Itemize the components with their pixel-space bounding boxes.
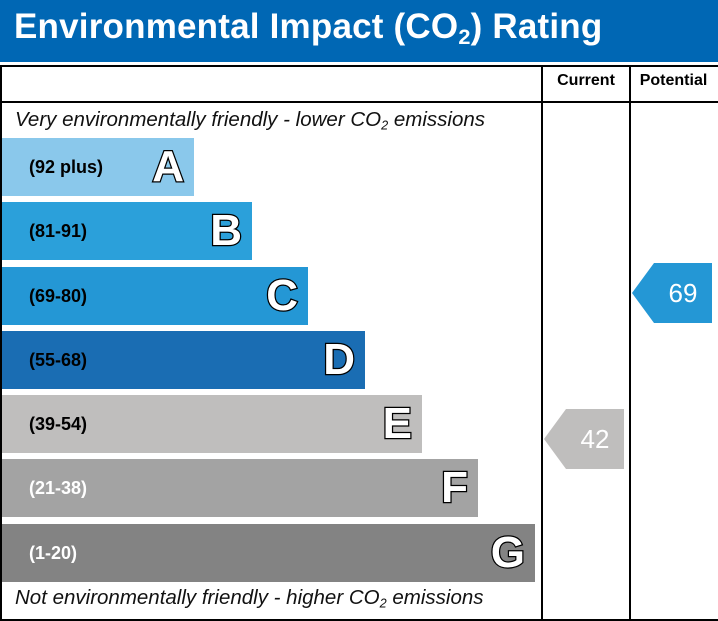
band-c: (69-80) C — [2, 267, 308, 325]
title-bar: Environmental Impact (CO2) Rating — [0, 0, 718, 62]
band-letter: D — [322, 334, 356, 386]
header-divider — [0, 101, 718, 103]
band-g: (1-20) G — [2, 524, 535, 582]
top-caption: Very environmentally friendly - lower CO… — [15, 108, 486, 133]
current-column-divider — [541, 65, 543, 619]
band-range-label: (55-68) — [29, 350, 88, 370]
bottom-caption: Not environmentally friendly - higher CO… — [15, 586, 484, 611]
band-letter: B — [209, 205, 243, 257]
band-letter: E — [381, 398, 413, 450]
current-column-header: Current — [557, 72, 615, 89]
band-e: (39-54) E — [2, 395, 422, 453]
current-marker-arrow — [544, 409, 624, 469]
band-range-label: (21-38) — [29, 478, 88, 498]
band-b: (81-91) B — [2, 202, 252, 260]
band-letter: G — [490, 527, 527, 579]
band-range-label: (81-91) — [29, 221, 88, 241]
band-range-label: (69-80) — [29, 286, 88, 306]
potential-column-divider — [629, 65, 631, 619]
band-range-label: (39-54) — [29, 414, 88, 434]
band-f: (21-38) F — [2, 459, 478, 517]
potential-rating-marker: 69 — [632, 263, 712, 323]
band-letter: F — [440, 462, 469, 514]
band-letter: A — [151, 141, 185, 193]
current-rating-marker: 42 — [544, 409, 624, 469]
band-a: (92 plus) A — [2, 138, 194, 196]
band-letter: C — [265, 270, 299, 322]
band-range-label: (1-20) — [29, 543, 78, 563]
potential-marker-arrow — [632, 263, 712, 323]
band-range-label: (92 plus) — [29, 157, 104, 177]
chart-title: Environmental Impact (CO2) Rating — [14, 7, 603, 50]
potential-column-header: Potential — [639, 72, 708, 89]
band-d: (55-68) D — [2, 331, 365, 389]
current-rating-value: 42 — [580, 424, 610, 454]
potential-rating-value: 69 — [668, 278, 698, 308]
